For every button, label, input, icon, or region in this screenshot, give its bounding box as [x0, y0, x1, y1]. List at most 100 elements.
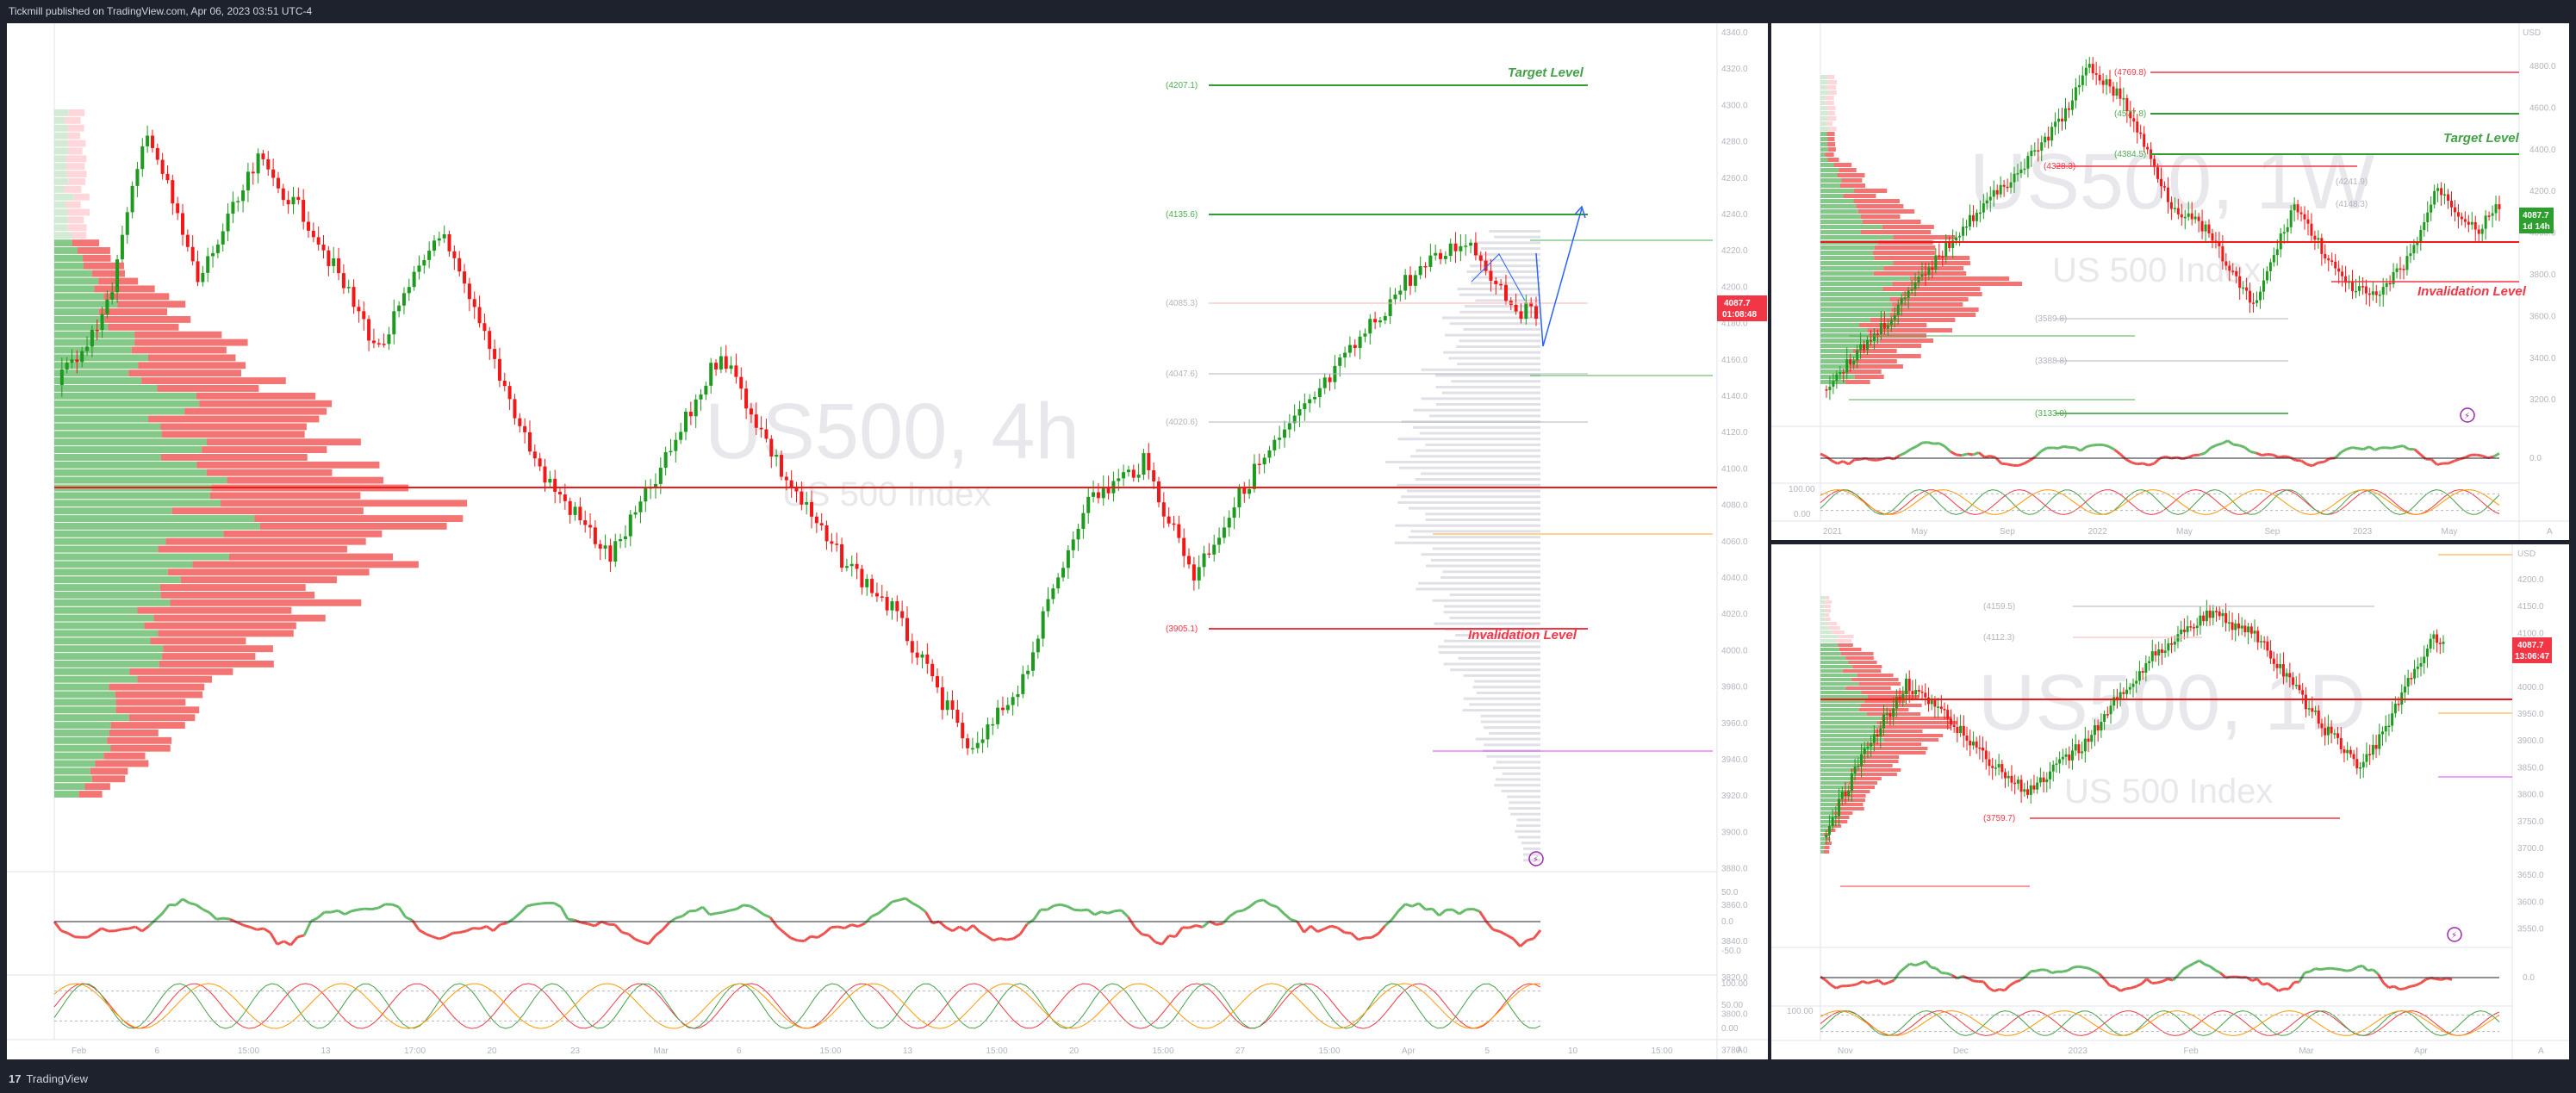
oscillator-segment	[2336, 967, 2342, 972]
daily-chart-canvas[interactable]: US500, 1D US 500 Index (4159.5) (4112.3)…	[1771, 544, 2569, 1059]
candle-body	[1866, 746, 1870, 748]
oscillator-segment	[215, 916, 224, 921]
profile-bar	[1501, 789, 1540, 792]
candle-body	[1882, 714, 1886, 729]
time-axis[interactable]: Feb 6 15:00 13 17:00 20 23 Mar 6 15:00 13 15:00 20 15…	[72, 1046, 1673, 1056]
oscillator-segment	[2436, 978, 2442, 981]
candle-body	[1122, 472, 1126, 479]
candle-body	[1156, 481, 1160, 503]
candle-body	[2045, 779, 2049, 783]
candle-body	[2412, 245, 2416, 254]
weekly-chart-canvas[interactable]: US500, 1W US 500 Index (4769.8) (4577.8)…	[1771, 23, 2569, 540]
time-tick: May	[2442, 527, 2458, 537]
daily-time-axis[interactable]: Nov Dec 2023 Feb Mar Apr	[1838, 1046, 2428, 1056]
profile-bar	[1397, 500, 1540, 504]
candle-body	[2074, 744, 2077, 751]
auto-scale-button[interactable]: A	[1737, 1046, 1743, 1055]
profile-bar-up	[1820, 820, 1835, 823]
oscillator-segment	[2074, 446, 2081, 452]
oscillator-segment	[2093, 969, 2100, 975]
profile-bar-down	[1828, 626, 1840, 630]
candle-body	[1956, 726, 1959, 734]
price-tick: 4800.0	[2529, 62, 2556, 71]
weekly-level-2-value: (4577.8)	[2114, 109, 2146, 119]
candle-body	[1322, 377, 1327, 388]
profile-bar-up	[54, 385, 158, 392]
candle-body	[623, 536, 627, 539]
profile-bar-up	[1820, 656, 1846, 660]
profile-bar-down	[1824, 613, 1830, 617]
time-tick: 20	[488, 1046, 498, 1056]
oscillator-segment	[2314, 967, 2321, 972]
profile-bar	[1430, 558, 1540, 562]
oscillator-segment	[479, 925, 488, 930]
candle-body	[181, 213, 185, 235]
oscillator-segment	[1512, 937, 1521, 947]
oscillator-segment	[1032, 909, 1042, 921]
weekly-time-axis[interactable]: 2021 May Sep 2022 May Sep 2023 May	[1823, 527, 2457, 537]
candle-body	[1860, 754, 1864, 767]
profile-bar-up	[54, 316, 105, 323]
oscillator-segment	[2393, 984, 2400, 991]
oscillator-segment	[871, 912, 880, 918]
profile-bar-down	[1854, 375, 1884, 379]
main-chart-panel[interactable]: US500, 4h US 500 Index (4207.1) Target L…	[7, 23, 1768, 1059]
profile-bar-up	[54, 606, 138, 614]
candle-body	[1951, 240, 1955, 248]
oscillator-segment	[1903, 962, 1911, 969]
oscillator-segment	[2204, 963, 2211, 968]
candle-body	[2387, 725, 2391, 728]
candle-body	[2169, 202, 2173, 209]
invalidation-level-value: (3905.1)	[1166, 624, 1198, 634]
time-tick: 10	[1568, 1046, 1578, 1056]
candle-body	[1971, 741, 1975, 746]
profile-bar-down	[1824, 846, 1830, 849]
profile-bar	[1480, 247, 1540, 251]
candle-body	[1136, 475, 1141, 478]
candle-body	[2470, 221, 2473, 225]
oscillator-segment	[2153, 456, 2162, 465]
daily-chart-panel[interactable]: US500, 1D US 500 Index (4159.5) (4112.3)…	[1771, 544, 2569, 1059]
candle-body	[2326, 726, 2330, 736]
candle-body	[1287, 423, 1291, 430]
profile-bar-down	[72, 239, 100, 246]
weekly-price-axis[interactable]: 4800.04600.04400.04200.04000.03800.03600…	[2529, 62, 2556, 405]
price-axis[interactable]: 4340.04320.04300.04280.04260.04240.04220…	[1721, 28, 1748, 1056]
oscillator-segment	[675, 915, 683, 920]
daily-auto-scale-button[interactable]: A	[2538, 1046, 2544, 1056]
profile-bar-up	[54, 247, 78, 254]
profile-bar-up	[54, 438, 208, 446]
profile-bar-up	[1820, 600, 1826, 604]
weekly-lightning-icon[interactable]	[2460, 407, 2475, 423]
candle-body	[1343, 352, 1347, 358]
daily-price-axis[interactable]: 4200.04150.04100.04050.04000.03950.03900…	[2517, 575, 2544, 935]
profile-bar-down	[1853, 359, 1897, 363]
daily-lightning-icon[interactable]	[2447, 927, 2462, 942]
oscillator-segment	[891, 898, 899, 904]
profile-bar-down	[1829, 90, 1837, 95]
candle-body	[2371, 744, 2374, 755]
volume-profile-right	[1385, 230, 1540, 862]
oscillator-segment	[823, 926, 832, 935]
profile-bar-down	[128, 714, 196, 722]
lightning-icon[interactable]	[1528, 851, 1544, 866]
profile-bar	[1509, 801, 1540, 804]
candle-body	[1866, 339, 1870, 351]
candle-body	[2410, 678, 2413, 680]
candle-body	[2122, 692, 2125, 694]
oscillator-segment	[1323, 924, 1332, 930]
profile-bar-down	[1845, 656, 1874, 660]
profile-bar-up	[1820, 639, 1837, 643]
weekly-auto-scale-button[interactable]: A	[2547, 527, 2553, 537]
oscillator-segment	[189, 901, 197, 906]
weekly-chart-panel[interactable]: US500, 1W US 500 Index (4769.8) (4577.8)…	[1771, 23, 2569, 540]
profile-bar-up	[1820, 609, 1826, 612]
candle-body	[2406, 678, 2410, 687]
price-tick: 4160.0	[1721, 356, 1748, 365]
candle-body	[201, 272, 205, 283]
main-chart-canvas[interactable]: US500, 4h US 500 Index (4207.1) Target L…	[7, 23, 1768, 1059]
oscillator-segment	[1276, 905, 1285, 915]
candle-body	[613, 541, 618, 562]
candle-body	[1994, 767, 1997, 769]
candle-body	[1448, 243, 1453, 257]
